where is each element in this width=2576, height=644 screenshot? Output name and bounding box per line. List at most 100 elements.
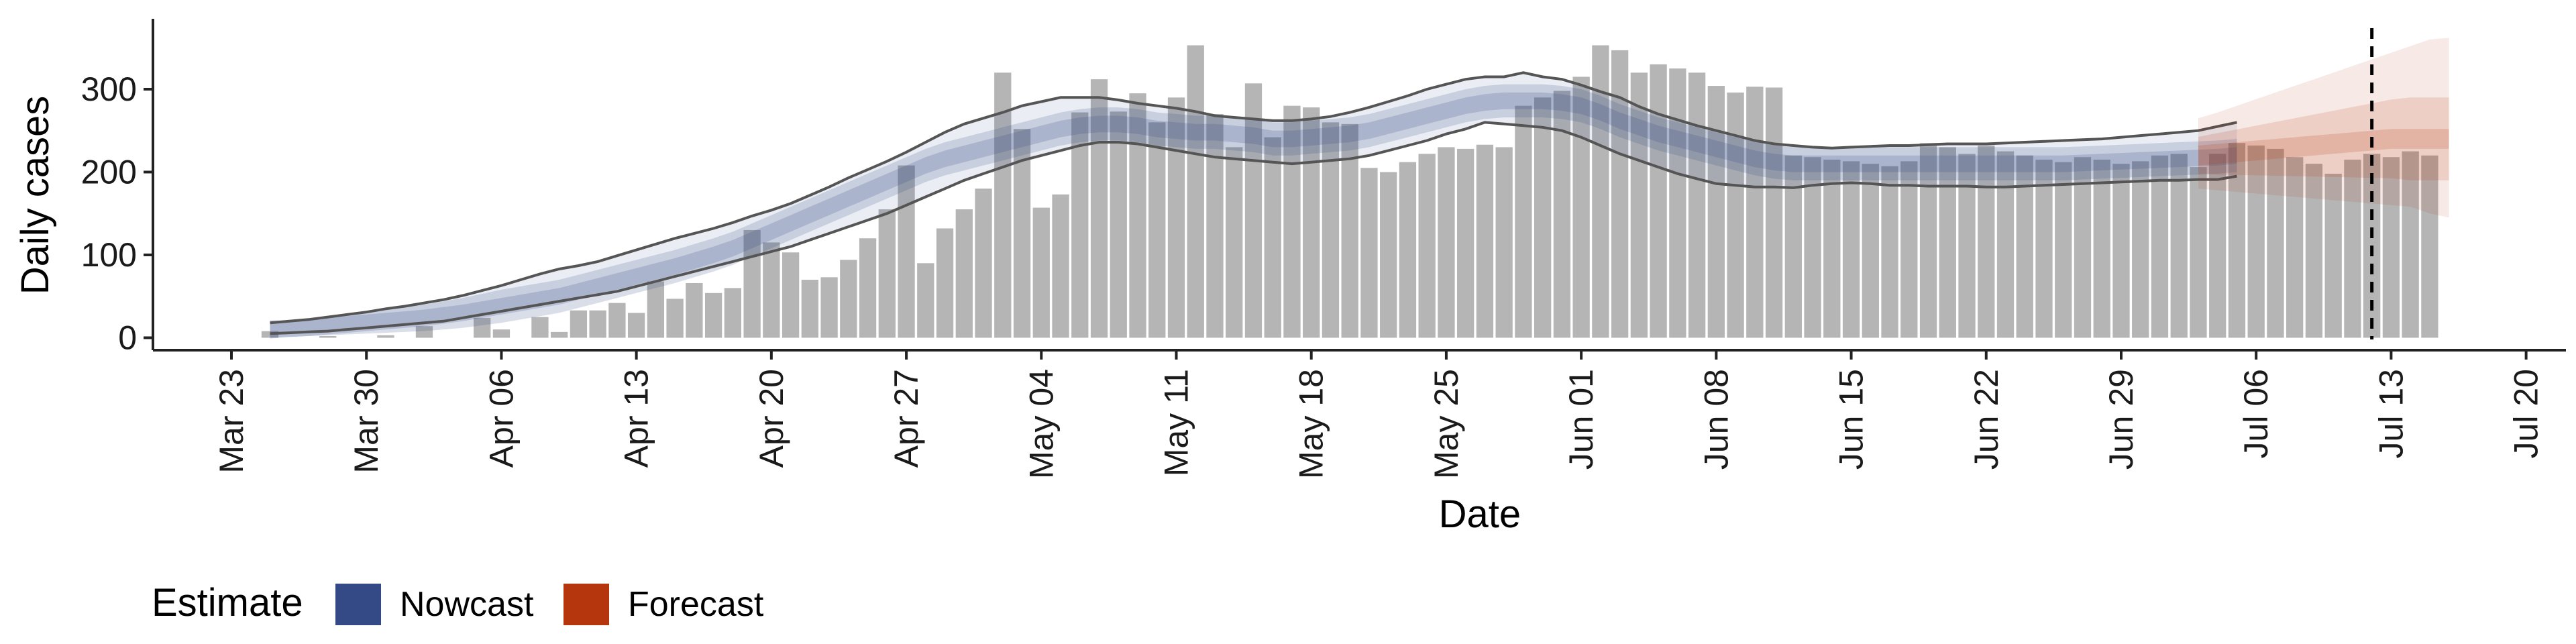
bar-observed-cases	[666, 299, 684, 338]
y-tick-label: 200	[81, 153, 137, 191]
bar-observed-cases	[261, 331, 279, 338]
bar-observed-cases	[859, 238, 877, 338]
bar-observed-cases	[1823, 159, 1841, 338]
bar-observed-cases	[1996, 151, 2015, 338]
x-tick-label: Jul 06	[2237, 369, 2275, 458]
bar-observed-cases	[917, 263, 934, 338]
bar-observed-cases	[1148, 122, 1166, 338]
bar-observed-cases	[1399, 162, 1417, 338]
bar-observed-cases	[377, 335, 394, 338]
forecast-band-20	[2198, 129, 2449, 166]
bar-observed-cases	[415, 326, 433, 338]
bar-observed-cases	[975, 189, 992, 338]
bar-observed-cases	[1244, 83, 1263, 338]
bar-observed-cases	[2344, 159, 2361, 338]
y-tick-label: 100	[81, 236, 137, 274]
bar-observed-cases	[1380, 172, 1397, 338]
x-tick-label: Jun 01	[1562, 369, 1600, 470]
x-tick-label: May 18	[1293, 369, 1330, 479]
bar-observed-cases	[1264, 137, 1281, 338]
legend-swatch-forecast	[564, 584, 609, 625]
x-tick-label: Apr 06	[482, 369, 520, 468]
bar-observed-cases	[955, 209, 973, 338]
bar-observed-cases	[492, 329, 511, 338]
y-axis-title: Daily cases	[13, 96, 57, 295]
y-tick-label: 0	[118, 319, 137, 356]
bar-observed-cases	[1032, 207, 1050, 338]
bar-observed-cases	[608, 303, 626, 338]
bar-observed-cases	[1881, 166, 1898, 338]
x-tick-label: Apr 13	[618, 369, 655, 468]
bar-observed-cases	[1322, 122, 1340, 338]
bar-observed-cases	[1090, 79, 1108, 338]
nowcast-band-50	[270, 84, 2237, 339]
bar-observed-cases	[704, 292, 722, 338]
bar-observed-cases	[319, 336, 337, 338]
bar-observed-cases	[1110, 111, 1127, 338]
bar-observed-cases	[2055, 162, 2072, 338]
x-tick-label: Apr 27	[888, 369, 925, 468]
legend-label-forecast: Forecast	[628, 585, 764, 624]
bar-observed-cases	[2402, 151, 2419, 338]
bar-observed-cases	[2093, 159, 2110, 338]
bar-observed-cases	[2112, 164, 2130, 338]
bar-observed-cases	[1515, 105, 1532, 338]
bar-observed-cases	[801, 280, 818, 338]
bar-observed-cases	[1572, 76, 1590, 338]
bar-observed-cases	[2190, 167, 2207, 338]
forecast-band-50	[2198, 97, 2449, 180]
x-tick-label: Jun 15	[1833, 369, 1870, 470]
bar-observed-cases	[2170, 154, 2188, 338]
bar-observed-cases	[1688, 72, 1706, 338]
bar-observed-cases	[2382, 157, 2400, 338]
x-tick-label: Jun 22	[1968, 369, 2005, 470]
nowcast-upper-line	[270, 71, 2237, 325]
bar-observed-cases	[2267, 148, 2284, 338]
bar-observed-cases	[1052, 194, 1069, 338]
bar-observed-cases	[1978, 145, 1995, 338]
x-axis-title: Date	[1439, 492, 1521, 536]
bar-observed-cases	[2286, 157, 2304, 338]
bar-observed-cases	[1707, 86, 1725, 338]
bar-observed-cases	[1534, 97, 1552, 338]
bar-observed-cases	[589, 310, 606, 338]
bar-observed-cases	[1900, 161, 1918, 338]
bar-observed-cases	[570, 310, 588, 338]
x-tick-label: Jul 13	[2372, 369, 2410, 458]
bar-observed-cases	[2305, 164, 2323, 338]
bar-observed-cases	[1939, 147, 1956, 338]
bar-observed-cases	[1071, 112, 1089, 338]
bar-observed-cases	[531, 317, 549, 338]
bar-observed-cases	[2324, 173, 2342, 338]
forecast-band-90	[2198, 38, 2449, 218]
bar-observed-cases	[782, 252, 800, 338]
x-tick-label: Jun 29	[2102, 369, 2140, 470]
bar-observed-cases	[1958, 154, 1976, 338]
bar-observed-cases	[878, 209, 896, 338]
bar-observed-cases	[1495, 147, 1513, 338]
x-tick-label: Jun 08	[1697, 369, 1735, 470]
legend: Estimate Nowcast Forecast	[152, 581, 764, 625]
bar-observed-cases	[1650, 64, 1667, 338]
bar-observed-cases	[686, 282, 703, 338]
bar-observed-cases	[647, 281, 665, 338]
bar-observed-cases	[1303, 107, 1320, 338]
nowcast-band-90	[270, 72, 2237, 334]
bar-observed-cases	[2074, 157, 2092, 338]
bar-observed-cases	[2421, 155, 2438, 338]
bar-observed-cases	[2132, 161, 2149, 338]
bar-observed-cases	[840, 260, 857, 338]
x-tick-label: May 04	[1022, 369, 1060, 479]
bar-observed-cases	[1842, 161, 1860, 338]
bar-observed-cases	[994, 72, 1012, 338]
bar-observed-cases	[1360, 168, 1378, 338]
bar-observed-cases	[1206, 114, 1224, 338]
bar-observed-cases	[2228, 143, 2246, 338]
bar-observed-cases	[1746, 87, 1764, 338]
x-tick-label: Apr 20	[753, 369, 790, 468]
x-tick-label: Mar 23	[213, 369, 250, 474]
bar-observed-cases	[1630, 72, 1648, 338]
y-tick-label: 300	[81, 70, 137, 108]
